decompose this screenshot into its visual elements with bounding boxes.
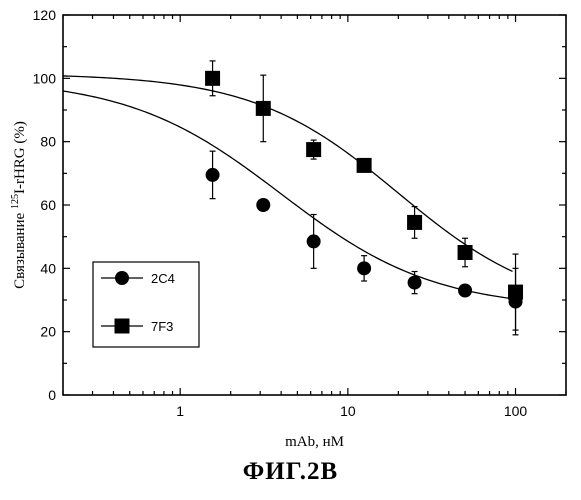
point-2c4: [256, 198, 270, 212]
point-7f3: [256, 101, 271, 116]
y-tick-label: 120: [33, 7, 57, 23]
legend-box: [93, 262, 199, 347]
y-axis-title: Связывание 125I-rHRG (%): [10, 121, 28, 289]
figure-caption: ФИГ.2В: [0, 458, 581, 486]
point-2c4: [307, 234, 321, 248]
y-axis-title-suffix: I-rHRG (%): [12, 121, 28, 194]
y-tick-label: 100: [33, 70, 57, 86]
point-7f3: [508, 285, 523, 300]
y-tick-label: 60: [40, 197, 56, 213]
point-7f3: [458, 245, 473, 260]
legend-label-2c4: 2C4: [151, 271, 175, 286]
point-7f3: [407, 215, 422, 230]
point-2c4: [357, 261, 371, 275]
x-tick-label: 10: [340, 403, 356, 419]
x-tick-label: 1: [176, 403, 184, 419]
y-axis-title-prefix: Связывание: [12, 209, 28, 289]
y-tick-label: 80: [40, 134, 56, 150]
legend: 2C4 7F3: [93, 262, 199, 347]
point-2c4: [458, 284, 472, 298]
legend-marker-7f3: [115, 319, 130, 334]
chart: 020406080100120110100 mAb, нМ Связывание…: [0, 0, 581, 460]
fit-curve-7f3: [63, 76, 513, 272]
point-2c4: [408, 276, 422, 290]
y-tick-label: 0: [48, 387, 56, 403]
point-2c4: [206, 168, 220, 182]
x-axis-title: mAb, нМ: [285, 434, 344, 450]
point-7f3: [205, 71, 220, 86]
point-7f3: [306, 142, 321, 157]
legend-marker-2c4: [115, 271, 129, 285]
tick-labels: 020406080100120110100: [33, 7, 528, 419]
x-tick-label: 100: [504, 403, 528, 419]
y-tick-label: 40: [40, 260, 56, 276]
y-axis-title-superscript: 125: [10, 194, 21, 209]
y-tick-label: 20: [40, 324, 56, 340]
point-7f3: [357, 158, 372, 173]
legend-label-7f3: 7F3: [151, 319, 173, 334]
